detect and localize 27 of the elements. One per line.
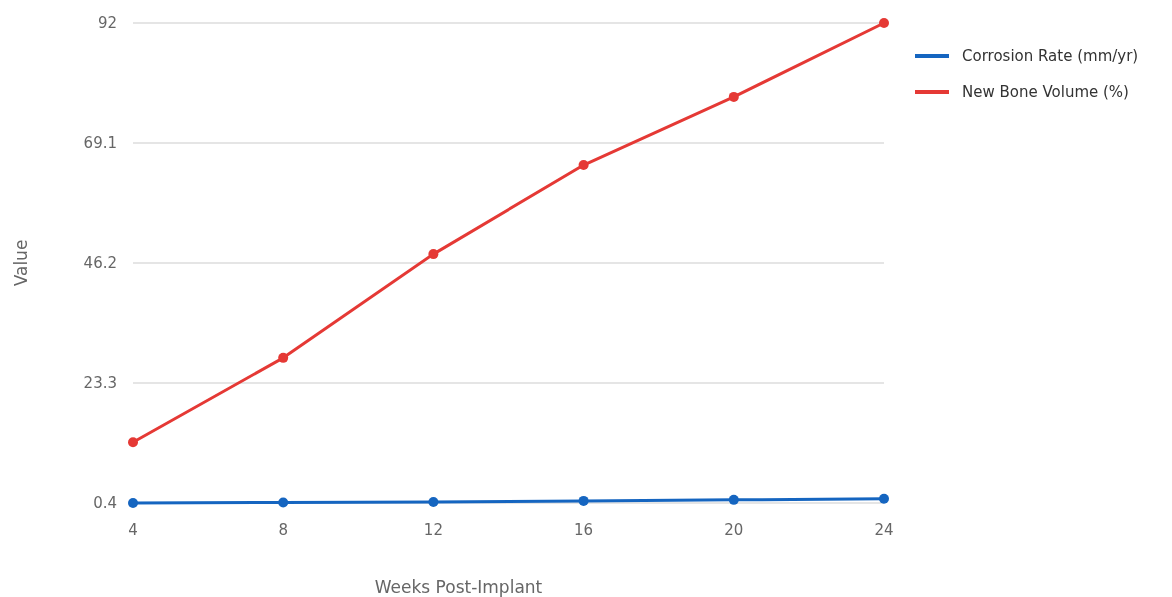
x-tick-label: 4 xyxy=(128,521,138,539)
y-tick-label: 46.2 xyxy=(83,254,117,273)
point xyxy=(428,496,439,507)
point xyxy=(578,160,589,171)
x-tick-label: 24 xyxy=(874,521,894,539)
point xyxy=(128,498,138,508)
point xyxy=(578,495,589,506)
legend-label: New Bone Volume (%) xyxy=(962,83,1129,102)
x-tick-label: 16 xyxy=(574,521,594,539)
y-tick-label: 92 xyxy=(97,14,117,33)
y-tick-label: 0.4 xyxy=(93,494,117,513)
legend-label: Corrosion Rate (mm/yr) xyxy=(962,47,1139,66)
point xyxy=(879,18,889,28)
point xyxy=(128,437,138,448)
point xyxy=(879,493,889,504)
x-tick-label: 12 xyxy=(423,521,443,539)
y-tick-label: 23.3 xyxy=(83,374,117,393)
point xyxy=(728,494,739,505)
x-axis-title: Weeks Post-Implant xyxy=(374,577,543,597)
point xyxy=(728,91,739,102)
x-tick-label: 8 xyxy=(278,521,288,539)
point xyxy=(278,352,289,363)
x-tick-label: 20 xyxy=(724,521,744,539)
y-tick-label: 69.1 xyxy=(83,134,117,153)
point xyxy=(428,249,439,260)
y-axis-title: Value xyxy=(11,239,31,287)
point xyxy=(278,497,289,508)
